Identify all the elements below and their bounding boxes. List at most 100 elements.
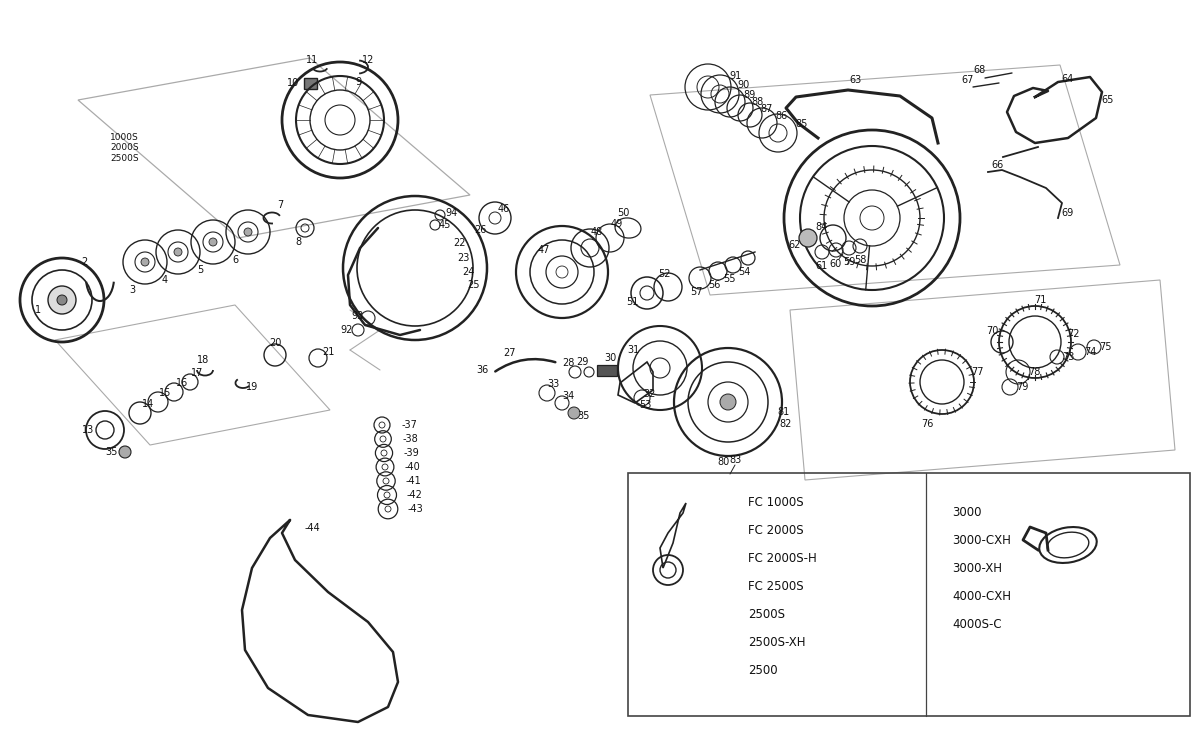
Text: -37: -37 <box>402 420 418 430</box>
Text: 70: 70 <box>986 326 998 336</box>
Text: 27: 27 <box>504 348 516 358</box>
Text: FC 2000S-H: FC 2000S-H <box>748 553 817 566</box>
Text: 10: 10 <box>287 78 299 88</box>
Circle shape <box>209 238 217 246</box>
Text: 6: 6 <box>232 255 238 265</box>
Text: 63: 63 <box>848 75 862 85</box>
Text: 14: 14 <box>142 399 154 409</box>
Text: 2500: 2500 <box>748 665 778 677</box>
Text: 85: 85 <box>796 119 808 129</box>
Text: 64: 64 <box>1062 74 1074 84</box>
Text: 54: 54 <box>738 267 750 277</box>
Text: 67: 67 <box>962 75 974 85</box>
Text: 52: 52 <box>658 269 671 279</box>
Text: 83: 83 <box>728 455 742 465</box>
Text: 23: 23 <box>457 253 469 263</box>
Circle shape <box>58 295 67 305</box>
Text: 61: 61 <box>816 261 828 271</box>
Text: 9: 9 <box>355 77 361 87</box>
Text: 32: 32 <box>644 389 656 399</box>
Circle shape <box>142 258 149 266</box>
Text: 2500S: 2500S <box>748 608 785 622</box>
Text: 82: 82 <box>780 419 792 429</box>
Circle shape <box>568 407 580 419</box>
Text: 76: 76 <box>920 419 934 429</box>
Text: -42: -42 <box>407 490 422 500</box>
Text: 36: 36 <box>476 365 488 375</box>
Text: 56: 56 <box>708 280 720 290</box>
Text: 57: 57 <box>690 287 702 297</box>
Circle shape <box>720 394 736 410</box>
Text: 20: 20 <box>269 338 281 348</box>
Text: 88: 88 <box>752 97 764 107</box>
Text: 18: 18 <box>197 355 209 365</box>
Text: 46: 46 <box>498 204 510 214</box>
Text: 5: 5 <box>197 265 203 275</box>
Text: 68: 68 <box>974 65 986 75</box>
Text: -43: -43 <box>408 504 424 514</box>
Text: 34: 34 <box>562 391 574 401</box>
Text: 30: 30 <box>604 353 616 363</box>
Text: 16: 16 <box>176 378 188 388</box>
Circle shape <box>244 228 252 236</box>
Text: 74: 74 <box>1084 347 1096 357</box>
Text: 1000S
2000S
2500S: 1000S 2000S 2500S <box>110 133 139 163</box>
Text: 21: 21 <box>322 347 334 357</box>
Text: 35: 35 <box>577 411 589 421</box>
Text: 3000-XH: 3000-XH <box>952 562 1002 575</box>
Text: 81: 81 <box>778 407 790 417</box>
Text: 50: 50 <box>617 208 629 218</box>
Text: 91: 91 <box>730 71 742 81</box>
Circle shape <box>119 446 131 458</box>
Text: 12: 12 <box>362 55 374 65</box>
Text: -44: -44 <box>305 523 320 533</box>
Text: 31: 31 <box>626 345 640 355</box>
Text: 45: 45 <box>439 220 451 230</box>
Text: 7: 7 <box>277 200 283 210</box>
Text: FC 1000S: FC 1000S <box>748 496 804 509</box>
Text: 79: 79 <box>1016 382 1028 392</box>
Text: 25: 25 <box>468 280 480 290</box>
Text: 66: 66 <box>992 160 1004 170</box>
Text: 62: 62 <box>788 240 802 250</box>
Text: 77: 77 <box>971 367 983 377</box>
Text: 11: 11 <box>306 55 318 65</box>
Text: 65: 65 <box>1102 95 1114 105</box>
Text: 35: 35 <box>106 447 118 457</box>
Bar <box>598 365 617 376</box>
Text: 17: 17 <box>191 368 203 378</box>
Text: 3000-CXH: 3000-CXH <box>952 535 1010 547</box>
Text: 19: 19 <box>246 382 258 392</box>
Text: -38: -38 <box>403 434 419 444</box>
Text: 72: 72 <box>1067 329 1079 339</box>
Bar <box>304 78 317 89</box>
Text: 2500S-XH: 2500S-XH <box>748 637 805 650</box>
Text: 3: 3 <box>128 285 136 295</box>
Text: 60: 60 <box>830 259 842 269</box>
Text: 29: 29 <box>576 357 588 367</box>
Text: 94: 94 <box>445 208 457 218</box>
Text: 24: 24 <box>462 267 474 277</box>
Text: 92: 92 <box>341 325 353 335</box>
Text: -41: -41 <box>406 476 421 486</box>
Text: 84: 84 <box>816 222 828 232</box>
Text: 86: 86 <box>776 111 788 121</box>
Text: 15: 15 <box>158 388 172 398</box>
Text: 13: 13 <box>82 425 94 435</box>
Text: 69: 69 <box>1061 208 1073 218</box>
Text: 53: 53 <box>638 400 652 410</box>
Text: FC 2000S: FC 2000S <box>748 524 804 538</box>
Text: 73: 73 <box>1062 352 1074 362</box>
Text: 49: 49 <box>611 219 623 229</box>
Text: 26: 26 <box>474 225 486 235</box>
Text: 47: 47 <box>538 245 550 255</box>
Text: 71: 71 <box>1034 295 1046 305</box>
Text: 58: 58 <box>854 255 866 265</box>
Text: 90: 90 <box>738 80 750 90</box>
Circle shape <box>174 248 182 256</box>
Text: 93: 93 <box>352 311 364 321</box>
Text: 4000-CXH: 4000-CXH <box>952 590 1012 604</box>
Text: 33: 33 <box>547 379 559 389</box>
Bar <box>628 473 1190 716</box>
Text: 48: 48 <box>590 227 604 237</box>
